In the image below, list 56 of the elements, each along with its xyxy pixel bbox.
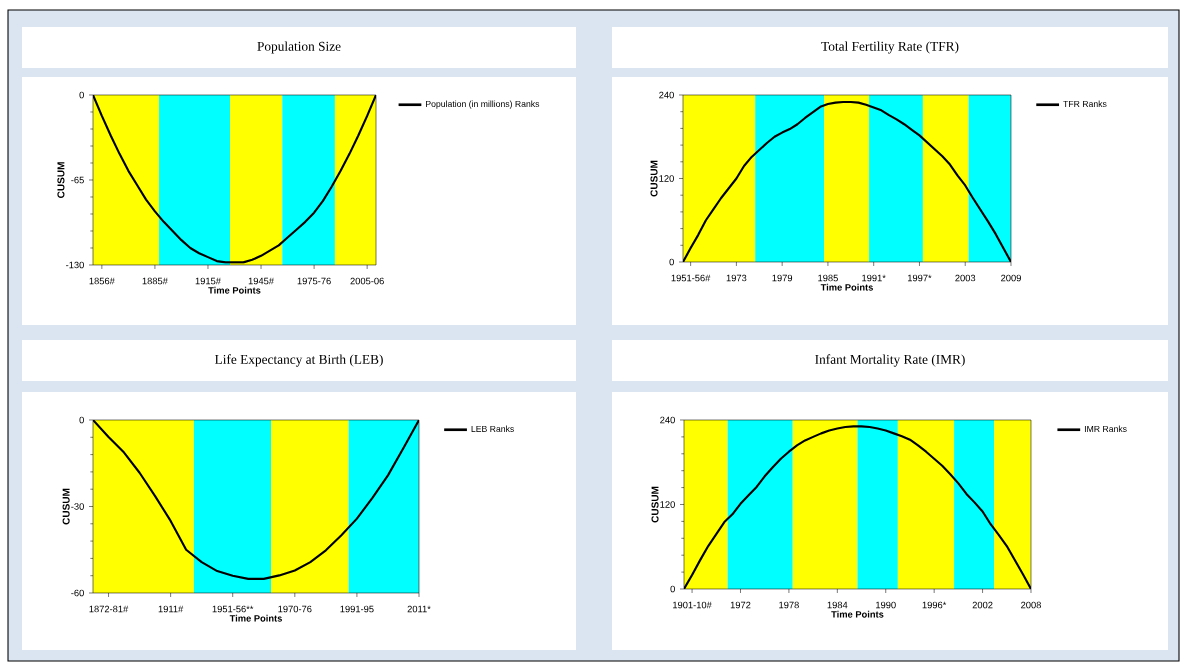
y-tick-label: 0 [669, 258, 674, 266]
y-tick-label: -60 [71, 589, 84, 597]
x-tick-label: 1901-10# [673, 601, 712, 609]
y-tick-label: 240 [660, 416, 675, 424]
x-tick-label: 1915# [195, 277, 221, 285]
x-tick-label: 2011* [407, 605, 431, 613]
x-tick-label: 1970-76 [278, 605, 312, 613]
y-tick-label: 120 [660, 501, 675, 508]
x-tick-label: 1951-56** [212, 605, 254, 613]
x-tick-label: 1991* [862, 274, 886, 282]
chart-title: Population Size [257, 41, 341, 54]
y-tick-label: 0 [670, 585, 675, 593]
x-tick-label: 2003 [955, 274, 976, 282]
x-tick-label: 1972 [730, 601, 751, 609]
x-tick-label: 2008 [1021, 601, 1041, 609]
legend-label: Population (in millions) Ranks [426, 100, 540, 109]
x-tick-label: 1978 [779, 601, 799, 609]
x-tick-label: 2009 [1001, 274, 1021, 282]
x-tick-label: 1945# [248, 277, 274, 285]
y-axis-title: CUSUM [651, 486, 659, 523]
x-tick-label: 1856# [89, 277, 115, 285]
legend-label: TFR Ranks [1063, 100, 1107, 107]
x-tick-label: 1985 [818, 274, 838, 282]
x-tick-label: 1885# [142, 277, 168, 285]
legend-label: LEB Ranks [471, 425, 514, 432]
x-tick-label: 1997* [907, 274, 932, 282]
x-tick-label: 1996* [922, 601, 947, 609]
y-tick-label: -130 [66, 261, 84, 269]
chart-title: Total Fertility Rate (TFR) [821, 41, 959, 54]
legend-label: IMR Ranks [1084, 425, 1127, 432]
chart-title: Life Expectancy at Birth (LEB) [214, 354, 383, 367]
x-axis-title: Time Points [831, 610, 884, 618]
y-axis-title: CUSUM [650, 160, 658, 197]
y-tick-label: -30 [71, 503, 84, 510]
y-tick-label: 0 [79, 416, 84, 424]
x-tick-label: 1984 [827, 601, 848, 609]
y-tick-label: 0 [79, 91, 84, 99]
x-axis-title: Time Points [229, 614, 282, 622]
y-tick-label: 240 [659, 91, 674, 99]
x-tick-label: 1973 [726, 274, 747, 282]
x-axis-title: Time Points [820, 283, 873, 291]
x-tick-label: 1951-56# [671, 274, 711, 282]
x-tick-label: 1979 [772, 274, 793, 282]
x-tick-label: 1991-95 [340, 605, 374, 613]
x-tick-label: 1872-81# [89, 605, 129, 613]
y-axis-title: CUSUM [62, 488, 70, 525]
x-tick-label: 2002 [972, 601, 993, 609]
chart-title: Infant Mortality Rate (IMR) [815, 354, 965, 367]
x-tick-label: 2005-06 [350, 277, 384, 285]
y-tick-label: -65 [71, 176, 84, 184]
x-tick-label: 1911# [158, 605, 184, 613]
x-tick-label: 1975-76 [297, 277, 331, 285]
y-axis-title: CUSUM [57, 162, 65, 198]
x-axis-title: Time Points [208, 286, 261, 294]
x-tick-label: 1990 [876, 601, 896, 609]
y-tick-label: 120 [659, 175, 674, 182]
